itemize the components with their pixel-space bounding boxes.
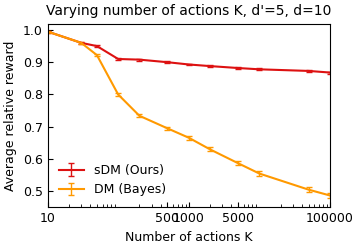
X-axis label: Number of actions K: Number of actions K (125, 231, 252, 244)
Legend: sDM (Ours), DM (Bayes): sDM (Ours), DM (Bayes) (54, 159, 171, 201)
Y-axis label: Average relative reward: Average relative reward (4, 40, 17, 191)
Title: Varying number of actions K, d'=5, d=10: Varying number of actions K, d'=5, d=10 (46, 4, 332, 18)
